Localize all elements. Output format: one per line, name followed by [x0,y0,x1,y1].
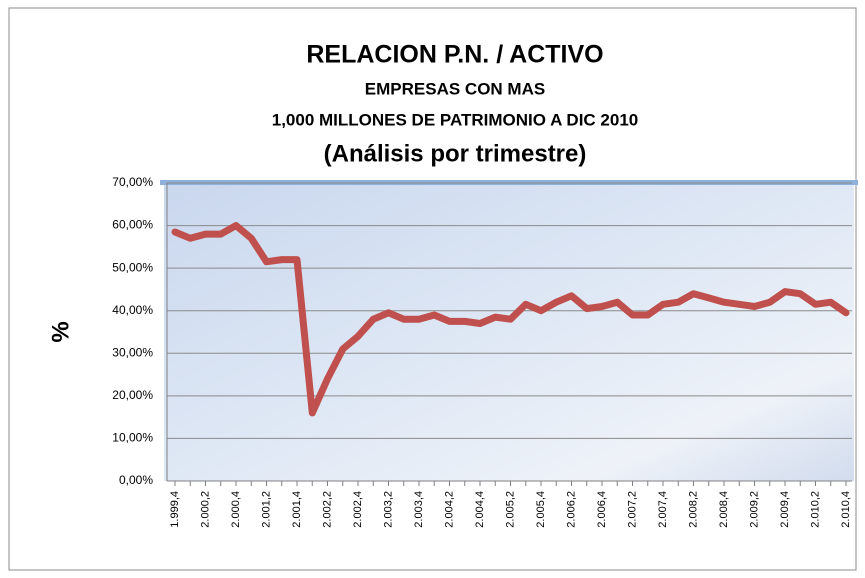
plot-area [164,183,854,481]
y-tick-label: 10,00% [112,431,153,445]
x-tick-label: 2.004,4 [474,491,486,528]
chart-title: RELACION P.N. / ACTIVO [306,41,603,69]
x-tick-label: 2.009,4 [779,491,791,528]
x-tick-label: 2.006,2 [565,491,577,528]
x-tick-label: 2.001,2 [260,491,272,528]
x-tick-label: 2.002,4 [352,491,364,528]
y-tick-label: 40,00% [112,303,153,317]
x-tick-label: 2.000,2 [199,491,211,528]
y-tick-label: 20,00% [112,388,153,402]
x-tick-label: 2.010,4 [840,491,852,528]
y-tick-label: 0,00% [119,473,153,487]
x-tick-label: 2.003,2 [382,491,394,528]
x-tick-label: 2.004,2 [443,491,455,528]
x-tick-label: 1.999,4 [169,491,181,528]
x-tick-label: 2.003,4 [413,491,425,528]
x-tick-label: 2.005,4 [535,491,547,528]
subtitle: EMPRESAS CON MAS [365,79,545,98]
x-tick-label: 2.000,4 [230,491,242,528]
x-tick-label: 2.005,2 [504,491,516,528]
x-tick-label: 2.009,2 [748,491,760,528]
x-tick-label: 2.007,4 [657,491,669,528]
x-tick-label: 2.008,4 [718,491,730,528]
subtitle: 1,000 MILLONES DE PATRIMONIO A DIC 2010 [272,110,639,129]
y-tick-label: 30,00% [112,345,153,359]
x-tick-label: 2.007,2 [626,491,638,528]
x-tick-label: 2.010,2 [809,491,821,528]
data-line [171,222,850,417]
subtitle: (Análisis por trimestre) [324,140,587,167]
y-tick-label: 50,00% [112,260,153,274]
x-tick-label: 2.002,2 [321,491,333,528]
y-axis-label: % [47,321,74,342]
y-tick-label: 60,00% [112,218,153,232]
x-tick-label: 2.008,2 [687,491,699,528]
x-tick-label: 2.006,4 [596,491,608,528]
x-tick-label: 2.001,4 [291,491,303,528]
y-tick-label: 70,00% [112,175,153,189]
